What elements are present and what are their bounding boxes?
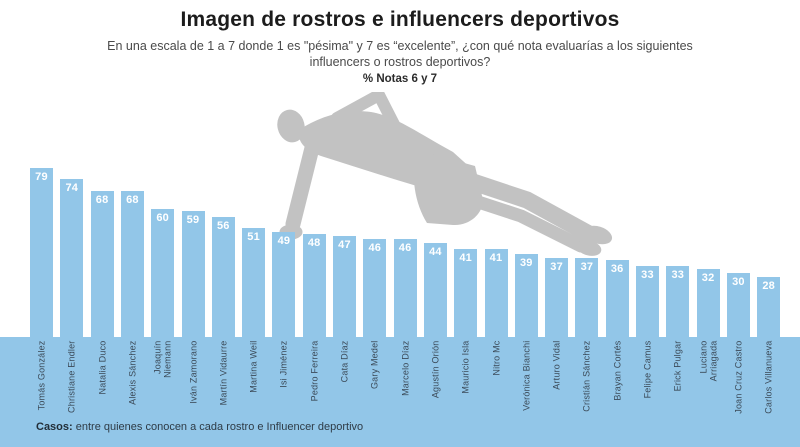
metric-note: % Notas 6 y 7	[362, 73, 438, 85]
bar: 60	[151, 209, 175, 337]
category-label: Martín Vidaurre	[218, 340, 229, 405]
bar: 47	[333, 236, 356, 337]
bar: 41	[484, 249, 508, 337]
bar-value-label: 30	[732, 276, 745, 288]
bar: 79	[30, 168, 53, 337]
category-band	[0, 337, 800, 447]
bar-value-label: 33	[671, 269, 685, 281]
cases-note-text: entre quienes conocen a cada rostro e In…	[72, 421, 364, 433]
bar: 37	[545, 258, 569, 337]
bar: 49	[272, 232, 296, 337]
bar-value-label: 33	[641, 269, 654, 281]
bar: 33	[666, 266, 690, 337]
bar-value-label: 74	[65, 182, 79, 194]
bar: 33	[636, 266, 659, 337]
bar-value-label: 56	[216, 220, 230, 232]
bar: 48	[302, 234, 326, 337]
category-label: Mauricio Isla	[460, 340, 471, 394]
category-label: Natalia Duco	[97, 340, 108, 394]
category-label: Gary Medel	[369, 340, 380, 389]
bar-value-label: 39	[519, 257, 533, 269]
bar: 32	[696, 269, 720, 337]
page-title: Imagen de rostros e influencers deportiv…	[180, 8, 620, 31]
category-label: Joaquín Niemann	[152, 340, 173, 378]
category-label: Luciano Arriagada	[698, 340, 719, 381]
cases-note-label: Casos:	[36, 421, 73, 433]
bar-value-label: 37	[580, 261, 594, 273]
bar-value-label: 60	[156, 212, 169, 224]
bar-value-label: 41	[459, 252, 472, 264]
category-label: Verónica Bianchi	[521, 340, 532, 411]
category-label: Joan Cruz Castro	[733, 340, 744, 414]
bar: 28	[757, 277, 781, 337]
bar: 68	[90, 191, 114, 337]
bar: 46	[363, 239, 387, 337]
category-label: Martina Weil	[248, 340, 259, 393]
bar-value-label: 28	[762, 280, 775, 292]
category-label: Erick Pulgar	[672, 340, 683, 391]
chart-subtitle: En una escala de 1 a 7 donde 1 es "pésim…	[107, 39, 693, 69]
bar-value-label: 44	[429, 246, 442, 258]
category-label: Alexis Sánchez	[127, 340, 138, 405]
bar-value-label: 46	[368, 242, 382, 254]
bar-value-label: 47	[338, 239, 351, 251]
bar-value-label: 49	[277, 235, 291, 247]
category-label: Tomás González	[36, 340, 47, 410]
category-label: Nitro Mc	[491, 340, 501, 376]
bar-value-label: 32	[701, 272, 715, 284]
cases-note: Casos: entre quienes conocen a cada rost…	[36, 421, 363, 433]
category-label: Cata Díaz	[339, 340, 350, 382]
bar: 46	[393, 239, 417, 337]
category-label: Agustín Orión	[430, 340, 441, 398]
category-label: Felipe Camus	[642, 340, 653, 398]
category-label: Iván Zamorano	[188, 340, 198, 404]
category-label: Pedro Ferreira	[309, 340, 320, 401]
bar-value-label: 36	[610, 263, 624, 275]
bar-value-label: 68	[95, 194, 109, 206]
bar-value-label: 46	[398, 242, 412, 254]
category-label: Cristián Sánchez	[581, 340, 592, 412]
bar-value-label: 37	[550, 261, 563, 273]
bar: 44	[423, 243, 447, 337]
bar: 56	[211, 217, 235, 337]
bar: 59	[181, 211, 205, 337]
bar: 74	[60, 179, 84, 337]
chart-header: Imagen de rostros e influencers deportiv…	[0, 8, 800, 85]
bar-value-label: 41	[489, 252, 503, 264]
category-label: Christiane Endler	[66, 340, 77, 413]
bar-value-label: 68	[126, 194, 139, 206]
category-label: Carlos Villanueva	[763, 340, 774, 414]
bar: 30	[726, 273, 750, 337]
bar-value-label: 51	[247, 231, 260, 243]
category-label: Isi Jiménez	[278, 340, 289, 388]
bar: 39	[514, 254, 538, 337]
bar: 41	[454, 249, 478, 337]
side-plank-athlete-silhouette-icon	[277, 92, 613, 256]
bar: 68	[120, 191, 144, 337]
bar: 37	[575, 258, 599, 337]
bar: 51	[242, 228, 266, 337]
bar-value-label: 59	[186, 214, 200, 226]
bar-value-label: 48	[307, 237, 321, 249]
category-label: Marcelo Díaz	[400, 340, 411, 396]
bar-value-label: 79	[35, 171, 48, 183]
category-label: Brayan Cortés	[612, 340, 623, 401]
category-label: Arturo Vidal	[551, 340, 562, 390]
bar: 36	[605, 260, 629, 337]
